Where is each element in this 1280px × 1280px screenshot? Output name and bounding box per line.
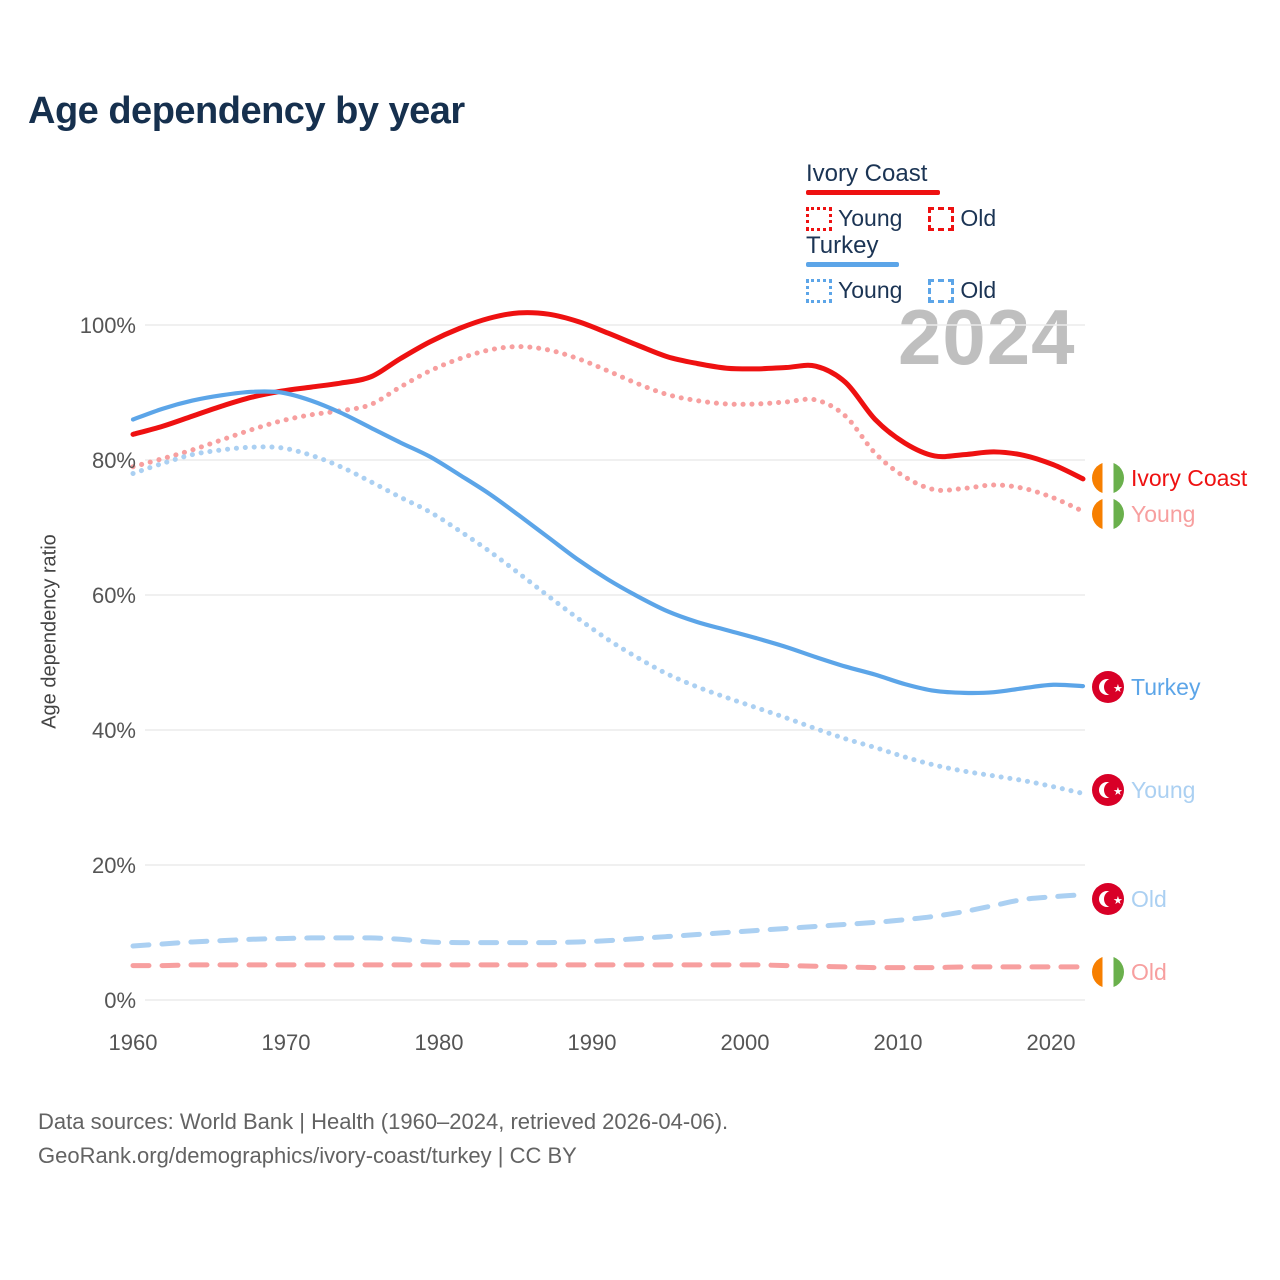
end-label-ivory-coast[interactable]: Ivory Coast (1092, 462, 1247, 494)
legend-underline-turkey (806, 262, 899, 268)
end-label-turkey-old[interactable]: ★ Old (1092, 883, 1167, 915)
y-tick-0: 0% (104, 988, 136, 1013)
legend-group-turkey[interactable]: Turkey Young Old (806, 232, 1016, 304)
series-line-ivory-coast-young (130, 344, 1086, 514)
end-label-text: Ivory Coast (1131, 464, 1248, 491)
ivory-coast-flag-icon (1092, 498, 1124, 530)
legend-underline-ivory-coast (806, 190, 940, 196)
x-tick-2010: 2010 (873, 1030, 923, 1055)
legend-key-label-old-turkey: Old (960, 277, 997, 304)
turkey-flag-icon: ★ (1092, 671, 1124, 703)
page-title: Age dependency by year (28, 90, 465, 132)
end-label-text: Young (1131, 776, 1196, 803)
legend-swatch-old-turkey (928, 278, 955, 303)
legend-swatch-young-turkey (806, 278, 832, 303)
footer-attribution: GeoRank.org/demographics/ivory-coast/tur… (38, 1143, 577, 1169)
end-label-text: Turkey (1131, 673, 1201, 700)
legend-country-label: Turkey (806, 232, 879, 260)
legend-country-label: Ivory Coast (806, 160, 928, 187)
series-line-ivory-coast (130, 310, 1086, 482)
x-tick-1960: 1960 (108, 1030, 158, 1055)
end-label-turkey-young[interactable]: ★ Young (1092, 774, 1195, 806)
x-tick-2020: 2020 (1026, 1030, 1076, 1055)
legend-key-label-young-ivory-coast: Young (838, 205, 903, 232)
series-lines (130, 310, 1086, 971)
y-axis-label: Age dependency ratio (38, 534, 61, 729)
series-line-turkey-young (130, 444, 1086, 796)
x-tick-1970: 1970 (261, 1030, 311, 1055)
x-tick-1990: 1990 (567, 1030, 617, 1055)
legend-key-label-old-ivory-coast: Old (960, 205, 997, 232)
turkey-flag-icon: ★ (1092, 774, 1124, 806)
legend-key-label-young-turkey: Young (838, 277, 903, 304)
footer-data-sources: Data sources: World Bank | Health (1960–… (38, 1109, 729, 1134)
series-line-turkey-old (130, 892, 1086, 949)
x-tick-1980: 1980 (414, 1030, 464, 1055)
ivory-coast-flag-icon (1092, 462, 1124, 494)
year-watermark: 2024 (898, 293, 1076, 381)
legend: Ivory Coast Young Old Turkey Young Old (806, 160, 1266, 304)
y-tick-80: 80% (91, 448, 136, 473)
y-tick-100: 100% (79, 313, 136, 338)
footer: Data sources: World Bank | Health (1960–… (38, 1105, 728, 1173)
turkey-flag-icon: ★ (1092, 883, 1124, 915)
gridlines (145, 324, 1085, 1001)
ivory-coast-flag-icon (1092, 956, 1124, 988)
end-label-turkey[interactable]: ★ Turkey (1092, 671, 1200, 703)
x-tick-2000: 2000 (720, 1030, 770, 1055)
series-line-ivory-coast-old (130, 962, 1086, 971)
end-label-ivory-coast-young[interactable]: Young (1092, 498, 1195, 530)
legend-swatch-old-ivory-coast (928, 206, 955, 231)
end-label-text: Young (1131, 500, 1196, 527)
end-label-text: Old (1131, 958, 1167, 985)
end-label-ivory-coast-old[interactable]: Old (1092, 956, 1167, 988)
y-tick-20: 20% (91, 853, 136, 878)
end-label-text: Old (1131, 885, 1167, 912)
series-line-turkey (130, 389, 1086, 696)
y-tick-40: 40% (91, 718, 136, 743)
legend-swatch-young-ivory-coast (806, 206, 832, 231)
y-tick-60: 60% (91, 583, 136, 608)
legend-group-ivory-coast[interactable]: Ivory Coast Young Old (806, 160, 1051, 232)
